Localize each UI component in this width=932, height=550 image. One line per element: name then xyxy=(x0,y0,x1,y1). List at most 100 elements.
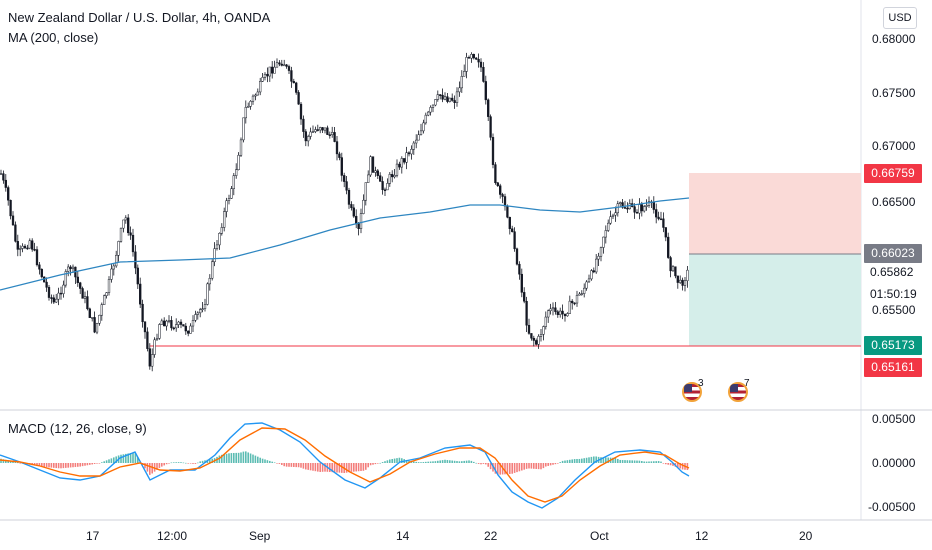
macd-histogram-bar xyxy=(43,463,45,467)
candle-body xyxy=(359,213,363,229)
macd-histogram-bar xyxy=(655,461,657,463)
macd-histogram-bar xyxy=(528,463,530,469)
candle-body xyxy=(398,163,401,168)
macd-histogram-bar xyxy=(533,463,535,469)
candle-body xyxy=(669,257,672,272)
candle-body xyxy=(285,64,288,67)
macd-histogram-bar xyxy=(302,463,305,469)
candle-body xyxy=(547,310,550,318)
macd-histogram-bar xyxy=(247,452,249,463)
macd-histogram-bar xyxy=(480,463,482,465)
candle-body xyxy=(333,132,336,142)
profit-zone[interactable] xyxy=(689,173,861,254)
candle-body xyxy=(443,96,447,100)
macd-indicator-label[interactable]: MACD (12, 26, close, 9) xyxy=(8,421,147,436)
macd-histogram-bar xyxy=(432,461,434,463)
candle-body xyxy=(191,320,195,327)
macd-histogram-bar xyxy=(653,461,655,463)
macd-histogram-bar xyxy=(158,463,161,468)
candle-body xyxy=(683,280,687,286)
candle-body xyxy=(585,281,588,289)
macd-histogram-bar xyxy=(425,461,427,463)
candle-body xyxy=(105,292,108,296)
macd-histogram-bar xyxy=(53,463,55,468)
flag-canton xyxy=(730,384,738,392)
macd-histogram-bar xyxy=(278,463,281,464)
ma-indicator-label[interactable]: MA (200, close) xyxy=(8,30,99,45)
macd-histogram-bar xyxy=(437,460,439,463)
candle-body xyxy=(271,66,274,74)
candle-body xyxy=(403,158,406,163)
candle-body xyxy=(95,323,99,333)
macd-histogram-bar xyxy=(353,463,355,472)
macd-histogram-bar xyxy=(17,462,19,464)
candle-body xyxy=(127,217,130,234)
candle-body xyxy=(667,236,670,258)
candle-body xyxy=(638,204,641,214)
macd-histogram-bar xyxy=(636,460,638,463)
macd-histogram-bar xyxy=(362,463,365,471)
candle-body xyxy=(532,337,535,341)
macd-histogram-bar xyxy=(50,463,53,468)
candle-body xyxy=(592,270,595,273)
macd-histogram-bar xyxy=(122,454,125,463)
candle-body xyxy=(131,234,135,253)
candle-body xyxy=(40,268,43,278)
candle-body xyxy=(201,308,204,310)
candle-body xyxy=(235,169,238,176)
loss-zone[interactable] xyxy=(689,254,861,346)
macd-histogram-bar xyxy=(233,452,235,463)
candle-body xyxy=(590,270,593,280)
macd-histogram-bar xyxy=(576,458,578,463)
macd-histogram-bar xyxy=(648,461,650,463)
candle-body xyxy=(139,283,142,305)
candle-body xyxy=(338,153,341,158)
candle-body xyxy=(364,182,367,201)
macd-histogram-bar xyxy=(36,463,38,467)
macd-histogram-bar xyxy=(552,463,554,465)
macd-histogram-bar xyxy=(384,461,386,463)
current-price-label: 0.65862 xyxy=(870,265,914,279)
macd-histogram-bar xyxy=(240,452,242,463)
macd-histogram-bar xyxy=(629,460,631,463)
candle-body xyxy=(511,228,514,232)
candle-body xyxy=(599,247,603,257)
macd-histogram-bar xyxy=(588,457,590,463)
macd-histogram-bar xyxy=(189,463,192,464)
macd-histogram-bar xyxy=(677,463,679,468)
macd-histogram-bar xyxy=(554,463,557,465)
candle-body xyxy=(573,302,576,305)
macd-histogram-bar xyxy=(314,463,317,472)
macd-histogram-bar xyxy=(321,463,324,472)
macd-histogram-bar xyxy=(429,461,432,463)
macd-histogram-bar xyxy=(650,461,653,463)
macd-histogram-bar xyxy=(489,463,492,470)
candle-body xyxy=(674,266,677,277)
chart-title[interactable]: New Zealand Dollar / U.S. Dollar, 4h, OA… xyxy=(8,10,271,25)
macd-histogram-bar xyxy=(149,463,151,475)
economic-event-badge[interactable]: 7 xyxy=(726,378,754,406)
macd-histogram-bar xyxy=(84,463,86,466)
macd-histogram-bar xyxy=(57,463,60,469)
candle-body xyxy=(549,308,552,311)
macd-histogram-bar xyxy=(542,463,545,469)
macd-histogram-bar xyxy=(547,463,549,466)
macd-histogram-bar xyxy=(192,463,194,464)
candle-body xyxy=(302,118,305,132)
candle-body xyxy=(124,217,127,221)
candle-body xyxy=(417,134,420,141)
candle-body xyxy=(383,189,387,191)
macd-histogram-bar xyxy=(509,463,511,474)
candle-body xyxy=(371,156,375,173)
currency-button[interactable]: USD xyxy=(883,7,917,29)
economic-event-badge[interactable]: 3 xyxy=(680,378,708,406)
macd-histogram-bar xyxy=(463,460,465,463)
macd-histogram-bar xyxy=(667,463,669,465)
candle-body xyxy=(429,107,432,113)
candle-body xyxy=(280,63,283,66)
candle-body xyxy=(686,269,689,282)
macd-histogram-bar xyxy=(525,463,528,469)
macd-histogram-bar xyxy=(672,463,674,466)
candle-body xyxy=(379,175,382,182)
